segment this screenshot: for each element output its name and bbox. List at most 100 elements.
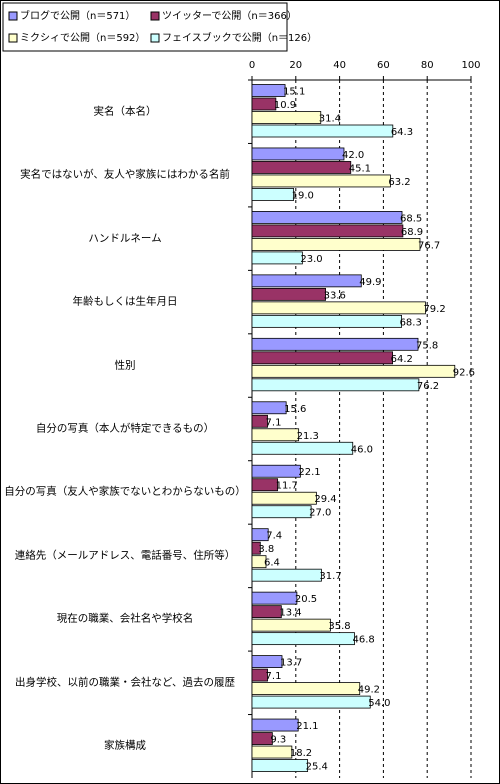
x-tick-label: 40 (333, 60, 346, 71)
value-label: 11.7 (276, 481, 298, 492)
bar (251, 364, 456, 378)
bar (251, 505, 312, 519)
bar (251, 718, 299, 732)
value-label: 35.8 (328, 621, 350, 632)
bar (251, 682, 361, 695)
category-label: ハンドルネーム (88, 232, 162, 245)
bar (251, 732, 273, 745)
legend-swatch (8, 11, 18, 21)
bar (251, 591, 298, 605)
value-label: 46.0 (351, 444, 373, 455)
bar (251, 147, 345, 161)
bar (251, 211, 403, 224)
value-label: 42.0 (342, 150, 364, 161)
x-tick-label: 80 (421, 60, 434, 71)
bar (251, 84, 286, 97)
value-label: 68.9 (401, 227, 423, 238)
value-label: 13.7 (280, 658, 302, 669)
bar (251, 224, 404, 238)
value-label: 68.5 (400, 213, 422, 224)
bar (251, 287, 326, 301)
value-label: 68.3 (400, 317, 422, 328)
category-label: 実名（本名） (93, 105, 157, 118)
bar (251, 124, 394, 138)
bar (251, 568, 322, 582)
bar (251, 441, 354, 455)
bar (251, 759, 309, 772)
bar (251, 478, 279, 492)
bar (251, 401, 287, 415)
value-label: 25.4 (306, 762, 328, 773)
value-label: 33.6 (324, 290, 346, 301)
bar (251, 161, 352, 174)
category-label: 家族構成 (104, 739, 146, 752)
bar (251, 188, 295, 201)
value-label: 7.1 (266, 417, 282, 428)
value-label: 54.0 (368, 698, 390, 709)
legend-swatch (8, 33, 18, 43)
value-label: 21.3 (297, 431, 319, 442)
category-label: 自分の写真（友人や家族でないとわからないもの） (4, 485, 246, 498)
bar (251, 337, 419, 351)
bar (251, 174, 391, 188)
value-label: 75.8 (416, 340, 438, 351)
bar (251, 745, 293, 759)
value-label: 6.4 (264, 558, 280, 569)
category-label: 出身学校、以前の職業・会社など、過去の履歴 (15, 676, 235, 689)
value-label: 18.2 (290, 748, 312, 759)
value-label: 23.0 (300, 254, 322, 265)
legend-label: ツイッターで公開（n＝366） (162, 10, 297, 22)
value-label: 3.8 (258, 544, 274, 555)
bar (251, 274, 362, 288)
bar (251, 668, 268, 682)
category-label: 実名ではないが、友人や家族にはわかる名前 (20, 168, 230, 181)
x-tick-label: 0 (249, 60, 255, 71)
bar (251, 111, 322, 124)
x-tick-label: 60 (377, 60, 390, 71)
bar (251, 605, 282, 619)
category-label: 連絡先（メールアドレス、電話番号、住所等） (14, 549, 236, 562)
bar (251, 351, 393, 365)
bar (251, 541, 261, 555)
value-label: 79.2 (423, 304, 445, 315)
category-label: 性別 (114, 359, 136, 372)
value-label: 31.7 (319, 571, 341, 582)
bar (251, 632, 355, 646)
legend-label: ミクシィで公開（n＝592） (20, 32, 145, 44)
bar (251, 464, 301, 478)
bar (251, 555, 267, 569)
bar (251, 695, 371, 709)
legend-label: ブログで公開（n＝571） (20, 9, 135, 22)
bar (251, 528, 269, 542)
bar (251, 301, 426, 315)
bar (251, 414, 268, 428)
value-label: 20.5 (295, 594, 317, 605)
value-label: 45.1 (349, 163, 371, 174)
value-label: 10.9 (274, 100, 296, 111)
value-label: 7.4 (266, 531, 282, 542)
value-label: 19.0 (292, 190, 314, 201)
value-label: 46.8 (352, 635, 374, 646)
value-label: 13.4 (279, 608, 301, 619)
legend-swatch (150, 11, 160, 21)
value-label: 15.6 (284, 404, 306, 415)
bar (251, 491, 317, 505)
value-label: 49.2 (358, 685, 380, 696)
value-label: 27.0 (309, 508, 331, 519)
x-tick-label: 20 (289, 60, 302, 71)
value-label: 9.3 (270, 735, 286, 746)
value-label: 49.9 (359, 277, 381, 288)
legend-swatch (150, 33, 160, 43)
category-label: 現在の職業、会社名や学校名 (56, 612, 194, 625)
bar (251, 428, 300, 442)
bar (251, 314, 402, 328)
value-label: 29.4 (314, 494, 336, 505)
value-label: 92.6 (453, 367, 475, 378)
category-label: 自分の写真（本人が特定できるもの） (35, 422, 215, 435)
value-label: 21.1 (296, 721, 318, 732)
bar (251, 618, 331, 632)
category-label: 年齢もしくは生年月日 (72, 295, 178, 308)
value-label: 64.2 (391, 354, 413, 365)
